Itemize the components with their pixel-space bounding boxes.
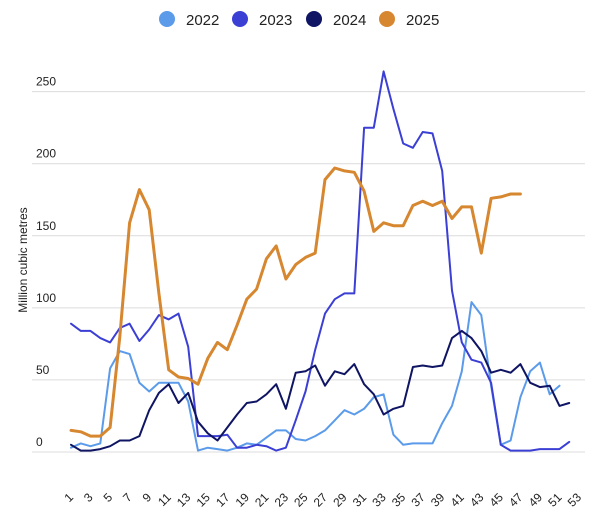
x-tick-5: 5 <box>101 490 116 505</box>
series-line-2022 <box>70 301 561 452</box>
x-tick-43: 43 <box>467 490 487 510</box>
x-tick-labels: 1 3 5 7 9 11 13 15 17 19 21 23 25 27 29 31 33 35 37 39 41 43 4… <box>61 490 584 510</box>
legend-label-2023: 2023 <box>259 12 292 29</box>
series-line-2024 <box>70 329 571 452</box>
x-tick-27: 27 <box>311 490 331 510</box>
y-axis-label: Million cubic metres <box>16 207 30 312</box>
x-tick-17: 17 <box>213 490 233 510</box>
x-tick-15: 15 <box>194 490 214 510</box>
x-tick-23: 23 <box>272 490 292 510</box>
series-line-2023 <box>70 70 571 452</box>
x-tick-21: 21 <box>252 490 272 510</box>
x-tick-11: 11 <box>155 490 174 509</box>
series-lines <box>69 70 571 452</box>
x-tick-33: 33 <box>369 490 389 510</box>
x-tick-29: 29 <box>330 490 350 510</box>
y-tick-200: 200 <box>36 147 56 161</box>
x-tick-31: 31 <box>350 490 370 510</box>
x-tick-35: 35 <box>389 490 409 510</box>
x-tick-53: 53 <box>565 490 585 510</box>
legend: 2022 2023 2024 2025 <box>159 11 439 29</box>
gridlines <box>32 91 585 453</box>
legend-marker-2022 <box>159 11 175 27</box>
x-tick-39: 39 <box>428 490 448 510</box>
y-tick-100: 100 <box>36 291 56 305</box>
y-tick-0: 0 <box>36 435 43 449</box>
x-tick-1: 1 <box>61 490 76 505</box>
x-tick-45: 45 <box>487 490 507 510</box>
x-tick-51: 51 <box>545 490 565 510</box>
y-tick-250: 250 <box>36 75 56 89</box>
x-tick-49: 49 <box>526 490 546 510</box>
x-tick-7: 7 <box>120 490 135 505</box>
legend-label-2024: 2024 <box>333 12 366 29</box>
y-tick-labels: 0 50 100 150 200 250 <box>36 75 56 449</box>
x-tick-9: 9 <box>140 490 155 505</box>
x-tick-13: 13 <box>174 490 194 510</box>
series-line-2025 <box>69 166 522 438</box>
x-tick-47: 47 <box>506 490 526 510</box>
legend-label-2025: 2025 <box>406 12 439 29</box>
x-tick-3: 3 <box>81 490 96 505</box>
legend-label-2022: 2022 <box>186 12 219 29</box>
x-tick-41: 41 <box>448 490 468 510</box>
legend-marker-2025 <box>379 11 395 27</box>
legend-marker-2023 <box>232 11 248 27</box>
y-tick-150: 150 <box>36 219 56 233</box>
x-tick-25: 25 <box>291 490 311 510</box>
legend-marker-2024 <box>306 11 322 27</box>
x-tick-19: 19 <box>233 490 253 510</box>
y-tick-50: 50 <box>36 363 50 377</box>
x-tick-37: 37 <box>408 490 428 510</box>
